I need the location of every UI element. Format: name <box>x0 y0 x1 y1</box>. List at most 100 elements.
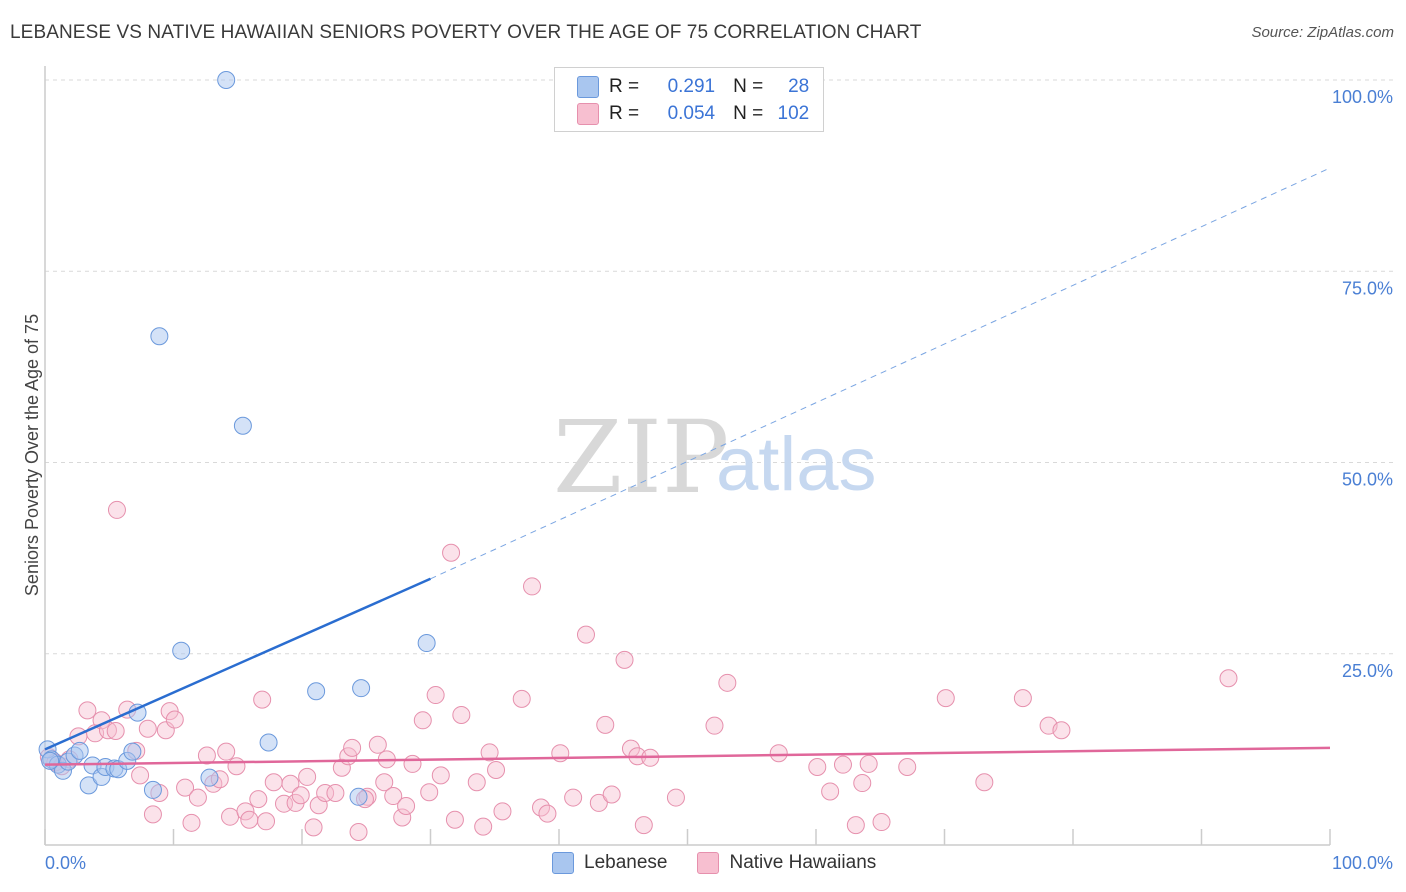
data-point-native-hawaiians <box>188 788 207 807</box>
data-point-native-hawaiians <box>853 774 872 793</box>
data-point-native-hawaiians <box>131 766 150 785</box>
data-point-native-hawaiians <box>253 690 272 709</box>
data-point-native-hawaiians <box>769 744 788 763</box>
data-point-native-hawaiians <box>236 802 255 821</box>
legend-r-value: 0.291 <box>667 76 716 97</box>
legend-n-label: N = <box>733 103 764 124</box>
data-point-native-hawaiians <box>107 500 126 519</box>
data-point-native-hawaiians <box>487 761 506 780</box>
data-point-lebanese <box>79 776 98 795</box>
data-point-native-hawaiians <box>602 785 621 804</box>
data-point-native-hawaiians <box>298 767 317 786</box>
data-point-native-hawaiians <box>326 783 345 802</box>
legend-r-label: R = <box>609 103 640 124</box>
data-point-native-hawaiians <box>846 816 865 835</box>
data-point-native-hawaiians <box>78 701 97 720</box>
y-tick-label: 50.0% <box>1342 470 1393 490</box>
data-point-lebanese <box>123 742 142 761</box>
source-label: Source: ZipAtlas.com <box>1251 24 1394 41</box>
data-point-native-hawaiians <box>182 813 201 832</box>
data-point-lebanese <box>349 787 368 806</box>
data-point-native-hawaiians <box>106 722 125 741</box>
data-point-native-hawaiians <box>474 817 493 836</box>
data-point-native-hawaiians <box>264 773 283 792</box>
data-point-native-hawaiians <box>249 790 268 809</box>
series-legend: Lebanese Native Hawaiians <box>552 852 906 874</box>
trend-line-lebanese <box>44 577 432 751</box>
data-point-native-hawaiians <box>332 758 351 777</box>
data-point-native-hawaiians <box>512 689 531 708</box>
x-tick-labels: 0.0% 100.0% <box>45 853 1393 873</box>
legend-swatch-native-hawaiians <box>577 103 599 125</box>
data-point-lebanese <box>233 416 252 435</box>
data-point-native-hawaiians <box>705 716 724 735</box>
data-point-native-hawaiians <box>197 746 216 765</box>
data-point-native-hawaiians <box>221 807 240 826</box>
data-point-native-hawaiians <box>420 783 439 802</box>
data-point-native-hawaiians <box>431 766 450 785</box>
y-tick-label: 75.0% <box>1342 278 1393 298</box>
y-axis-label: Seniors Poverty Over the Age of 75 <box>22 314 42 596</box>
data-point-native-hawaiians <box>165 710 184 729</box>
data-point-native-hawaiians <box>808 757 827 776</box>
y-tick-label: 100.0% <box>1332 87 1393 107</box>
data-point-native-hawaiians <box>442 543 461 562</box>
data-point-native-hawaiians <box>833 755 852 774</box>
series-swatch-native-hawaiians <box>697 852 720 874</box>
data-point-native-hawaiians <box>872 813 891 832</box>
data-point-native-hawaiians <box>393 808 412 827</box>
data-point-native-hawaiians <box>936 689 955 708</box>
trend-line-lebanese-extrapolated <box>430 167 1331 580</box>
data-point-native-hawaiians <box>898 757 917 776</box>
data-point-native-hawaiians <box>291 786 310 805</box>
data-point-lebanese <box>172 641 191 660</box>
data-point-native-hawaiians <box>452 705 471 724</box>
legend-swatch-lebanese <box>577 76 599 98</box>
data-point-native-hawaiians <box>467 773 486 792</box>
data-point-native-hawaiians <box>975 773 994 792</box>
data-point-native-hawaiians <box>397 796 416 815</box>
data-point-native-hawaiians <box>217 742 236 761</box>
data-point-native-hawaiians <box>821 782 840 801</box>
data-point-lebanese <box>307 682 326 701</box>
data-point-native-hawaiians <box>859 754 878 773</box>
data-point-native-hawaiians <box>343 738 362 757</box>
data-point-lebanese <box>217 71 236 89</box>
data-point-lebanese <box>143 780 162 799</box>
data-point-native-hawaiians <box>426 686 445 705</box>
data-point-native-hawaiians <box>480 743 499 762</box>
data-point-lebanese <box>259 733 278 752</box>
legend-r-label: R = <box>609 76 640 97</box>
data-point-native-hawaiians <box>368 735 387 754</box>
series-legend-native-hawaiians[interactable]: Native Hawaiians <box>697 852 876 874</box>
data-point-native-hawaiians <box>718 673 737 692</box>
data-point-native-hawaiians <box>589 793 608 812</box>
data-point-lebanese <box>150 327 169 346</box>
data-point-native-hawaiians <box>240 810 259 829</box>
data-point-native-hawaiians <box>1013 689 1032 708</box>
data-point-lebanese <box>352 679 371 698</box>
data-point-native-hawaiians <box>666 788 685 807</box>
trend-line-native-hawaiians <box>44 746 1331 766</box>
x-tick-label: 0.0% <box>45 853 86 873</box>
data-point-native-hawaiians <box>281 774 300 793</box>
data-point-native-hawaiians <box>176 778 195 797</box>
watermark: ZIP atlas <box>553 399 877 516</box>
legend-n-value: 28 <box>788 76 810 97</box>
data-point-native-hawaiians <box>538 804 557 823</box>
data-point-native-hawaiians <box>349 822 368 841</box>
trend-lines <box>44 167 1331 766</box>
data-point-native-hawaiians <box>138 719 157 738</box>
data-point-lebanese <box>41 751 60 770</box>
lebanese-points <box>38 71 436 806</box>
series-legend-lebanese[interactable]: Lebanese <box>552 852 667 874</box>
x-tick-label: 100.0% <box>1332 853 1393 873</box>
data-point-native-hawaiians <box>576 625 595 644</box>
watermark-zip: ZIP <box>553 399 729 516</box>
data-point-native-hawaiians <box>316 783 335 802</box>
data-point-native-hawaiians <box>634 816 653 835</box>
data-point-native-hawaiians <box>403 754 422 773</box>
data-point-native-hawaiians <box>143 805 162 824</box>
legend-row-lebanese: R = 0.291 N = 28 <box>577 74 809 100</box>
